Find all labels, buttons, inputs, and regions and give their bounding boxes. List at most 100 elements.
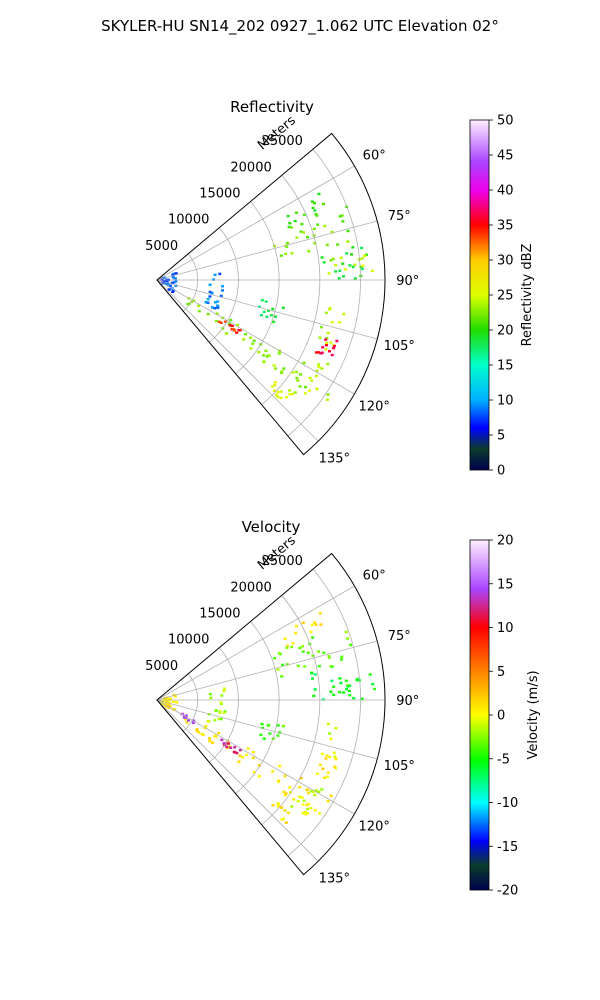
echo-gate xyxy=(281,663,285,667)
echo-gate xyxy=(226,742,230,745)
echo-gate xyxy=(322,651,326,654)
echo-gate xyxy=(284,252,288,256)
echo-gate xyxy=(332,346,336,350)
echo-cell xyxy=(217,320,242,334)
echo-gate xyxy=(168,284,172,288)
echo-gate xyxy=(173,277,177,280)
azimuth-spoke xyxy=(156,699,378,760)
echo-gate xyxy=(262,360,266,364)
echo-gate xyxy=(301,650,305,653)
azimuth-spoke xyxy=(156,279,355,395)
echo-gate xyxy=(312,227,316,231)
echo-gate xyxy=(291,642,295,645)
range-ring xyxy=(261,175,321,406)
echo-gate xyxy=(235,331,239,334)
echo-gate xyxy=(362,254,366,258)
echo-gate xyxy=(302,361,306,365)
echo-gate xyxy=(295,236,299,239)
echo-gate xyxy=(172,281,176,284)
echo-gate xyxy=(222,742,226,745)
echo-gate xyxy=(210,291,214,295)
echo-gate xyxy=(301,231,305,234)
echo-layer xyxy=(160,192,374,401)
echo-gate xyxy=(213,734,217,738)
echo-gate xyxy=(310,200,314,203)
range-tick-label: 20000 xyxy=(230,580,271,595)
echo-gate xyxy=(310,623,314,627)
echo-gate xyxy=(273,381,277,384)
echo-gate xyxy=(219,717,223,721)
echo-gate xyxy=(313,242,317,245)
echo-gate xyxy=(324,757,328,760)
echo-gate xyxy=(290,252,294,255)
echo-gate xyxy=(325,243,329,247)
echo-gate xyxy=(280,806,284,809)
echo-gate xyxy=(301,621,305,625)
echo-gate xyxy=(171,276,175,279)
echo-gate xyxy=(326,398,330,401)
colorbar-tick-label: 50 xyxy=(497,114,514,129)
echo-gate xyxy=(326,393,330,396)
azimuth-tick-label: 60° xyxy=(363,149,386,164)
echo-gate xyxy=(333,263,337,267)
echo-gate xyxy=(349,643,353,647)
echo-gate xyxy=(245,753,249,756)
panel-title: Velocity xyxy=(242,518,301,536)
echo-gate xyxy=(311,636,315,639)
echo-gate xyxy=(327,656,331,659)
echo-gate xyxy=(277,352,281,355)
polar-labels: Meters 50001000015000200002500060°75°90°… xyxy=(145,113,419,466)
echo-gate xyxy=(324,338,328,341)
echo-cell xyxy=(257,299,285,324)
echo-gate xyxy=(346,229,350,233)
echo-gate xyxy=(316,223,320,226)
echo-gate xyxy=(259,733,263,737)
echo-cell xyxy=(310,671,364,701)
echo-gate xyxy=(287,811,291,815)
echo-gate xyxy=(167,697,171,701)
echo-gate xyxy=(314,351,318,354)
echo-gate xyxy=(333,765,337,769)
echo-gate xyxy=(298,373,302,376)
echo-gate xyxy=(299,776,303,780)
echo-gate xyxy=(268,732,272,735)
echo-gate xyxy=(320,351,324,354)
echo-gate xyxy=(315,387,319,390)
azimuth-tick-label: 120° xyxy=(359,399,390,414)
colorbar-tick-label: 5 xyxy=(497,665,505,680)
echo-gate xyxy=(229,746,233,749)
echo-gate xyxy=(222,711,226,714)
echo-gate xyxy=(328,732,332,735)
echo-gate xyxy=(220,694,224,697)
echo-gate xyxy=(280,675,284,678)
range-tick-label: 20000 xyxy=(230,160,271,175)
colorbar-label: Reflectivity dBZ xyxy=(520,244,535,347)
echo-gate xyxy=(235,751,239,755)
echo-gate xyxy=(208,693,212,696)
echo-gate xyxy=(230,324,234,328)
echo-gate xyxy=(281,306,285,309)
azimuth-tick-label: 75° xyxy=(388,209,411,224)
echo-gate xyxy=(316,772,320,776)
echo-gate xyxy=(348,264,352,267)
echo-gate xyxy=(282,725,286,728)
echo-gate xyxy=(242,338,246,341)
echo-gate xyxy=(276,668,280,671)
echo-gate xyxy=(265,315,269,319)
polar-grid xyxy=(156,148,385,442)
echo-gate xyxy=(307,250,311,253)
echo-gate xyxy=(368,673,372,676)
echo-gate xyxy=(220,738,224,742)
echo-gate xyxy=(326,362,330,366)
echo-gate xyxy=(173,708,177,711)
echo-gate xyxy=(232,750,236,754)
echo-gate xyxy=(293,219,297,223)
echo-gate xyxy=(238,748,242,752)
echo-gate xyxy=(311,654,315,658)
echo-gate xyxy=(324,311,328,315)
range-ring xyxy=(287,148,361,437)
echo-gate xyxy=(325,775,329,778)
echo-gate xyxy=(292,798,296,801)
echo-gate xyxy=(274,367,278,370)
echo-gate xyxy=(228,324,232,327)
